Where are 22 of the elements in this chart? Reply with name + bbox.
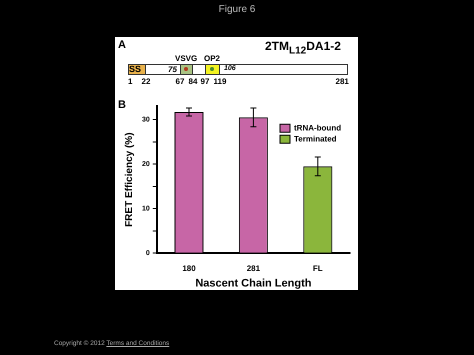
legend-label: Terminated <box>294 134 337 144</box>
text: OP2 <box>204 54 220 63</box>
text: 119 <box>214 77 226 86</box>
text: 84 <box>188 77 198 86</box>
text: 97 <box>200 77 210 86</box>
text: 67 <box>176 77 184 86</box>
text: B <box>118 99 126 111</box>
text: 75 <box>168 65 177 74</box>
x-tick-label: 180 <box>182 264 196 274</box>
x-axis-title: Nascent Chain Length <box>195 277 312 290</box>
text: A <box>118 39 126 51</box>
text: VSVG <box>175 54 198 63</box>
legend-label: tRNA-bound <box>294 123 342 132</box>
text: 22 <box>142 77 150 86</box>
y-axis-title: FRET Efficiency (%) <box>124 132 135 227</box>
text: 281 <box>336 77 349 86</box>
text: SS <box>129 64 142 74</box>
x-tick-label: 281 <box>246 264 261 274</box>
text: 2TM$_{L12}$DA1-2 <box>265 39 341 56</box>
text: 1 <box>128 77 132 86</box>
caption: Figure 6 <box>218 4 256 15</box>
x-tick-label: FL <box>312 264 323 274</box>
